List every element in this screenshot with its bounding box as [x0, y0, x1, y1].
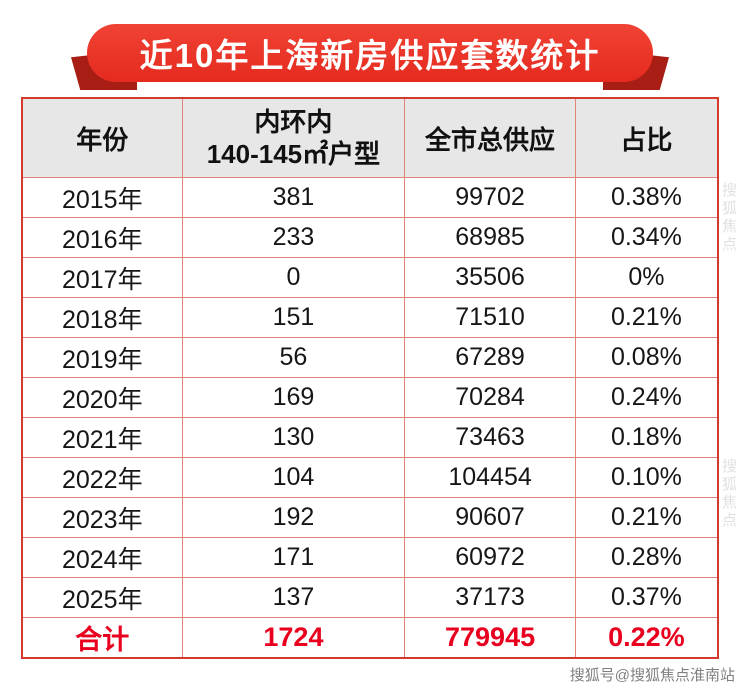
cell-share: 0.24% [574, 377, 719, 418]
cell-share: 0.18% [574, 417, 719, 458]
side-watermark: 搜狐焦点 [720, 458, 737, 530]
supply-table: 年份 内环内 140-145㎡户型 全市总供应 占比 2015年 381 997… [21, 97, 719, 659]
cell-total: 60972 [404, 537, 576, 578]
col-header-inner-ring: 内环内 140-145㎡户型 [181, 97, 406, 178]
cell-total: 68985 [404, 217, 576, 258]
cell-year: 2019年 [21, 337, 183, 378]
cell-share: 0.21% [574, 297, 719, 338]
cell-total: 67289 [404, 337, 576, 378]
cell-share: 0% [574, 257, 719, 298]
cell-inner: 233 [181, 217, 406, 258]
cell-inner: 137 [181, 577, 406, 618]
cell-share: 0.34% [574, 217, 719, 258]
header-row: 年份 内环内 140-145㎡户型 全市总供应 占比 [21, 97, 719, 178]
table-row: 2022年 104 104454 0.10% [21, 457, 719, 498]
cell-total: 90607 [404, 497, 576, 538]
title-banner: 近10年上海新房供应套数统计 [71, 24, 669, 90]
cell-inner: 104 [181, 457, 406, 498]
cell-inner: 171 [181, 537, 406, 578]
table-row: 2023年 192 90607 0.21% [21, 497, 719, 538]
col-header-share: 占比 [574, 97, 719, 178]
cell-year: 2017年 [21, 257, 183, 298]
cell-inner: 169 [181, 377, 406, 418]
cell-total: 70284 [404, 377, 576, 418]
cell-year: 2025年 [21, 577, 183, 618]
table-row: 2016年 233 68985 0.34% [21, 217, 719, 258]
cell-year: 2016年 [21, 217, 183, 258]
col-header-inner-line1: 内环内 [254, 106, 333, 137]
cell-total: 37173 [404, 577, 576, 618]
cell-inner: 192 [181, 497, 406, 538]
cell-total-inner: 1724 [181, 617, 406, 659]
cell-total: 71510 [404, 297, 576, 338]
cell-inner: 151 [181, 297, 406, 338]
cell-year: 2020年 [21, 377, 183, 418]
table-row: 2017年 0 35506 0% [21, 257, 719, 298]
cell-total-label: 合计 [21, 617, 183, 659]
cell-total: 35506 [404, 257, 576, 298]
cell-share: 0.28% [574, 537, 719, 578]
table-container: 年份 内环内 140-145㎡户型 全市总供应 占比 2015年 381 997… [21, 97, 719, 659]
table-row: 2021年 130 73463 0.18% [21, 417, 719, 458]
cell-share: 0.37% [574, 577, 719, 618]
cell-total: 73463 [404, 417, 576, 458]
cell-year: 2015年 [21, 177, 183, 218]
table-row: 2025年 137 37173 0.37% [21, 577, 719, 618]
cell-inner: 130 [181, 417, 406, 458]
table-row: 2020年 169 70284 0.24% [21, 377, 719, 418]
cell-year: 2022年 [21, 457, 183, 498]
table-row: 2015年 381 99702 0.38% [21, 177, 719, 218]
table-row: 2019年 56 67289 0.08% [21, 337, 719, 378]
cell-share: 0.08% [574, 337, 719, 378]
col-header-city-total: 全市总供应 [404, 97, 576, 178]
side-watermark: 搜狐焦点 [720, 182, 737, 254]
cell-total: 99702 [404, 177, 576, 218]
cell-share: 0.21% [574, 497, 719, 538]
cell-year: 2018年 [21, 297, 183, 338]
page-title: 近10年上海新房供应套数统计 [87, 24, 653, 82]
cell-total-share: 0.22% [574, 617, 719, 659]
table-row: 2024年 171 60972 0.28% [21, 537, 719, 578]
bottom-watermark: 搜狐号@搜狐焦点淮南站 [569, 667, 735, 684]
cell-inner: 381 [181, 177, 406, 218]
cell-share: 0.10% [574, 457, 719, 498]
cell-total-city: 779945 [404, 617, 576, 659]
table-total-row: 合计 1724 779945 0.22% [21, 617, 719, 659]
col-header-year: 年份 [21, 97, 183, 178]
cell-share: 0.38% [574, 177, 719, 218]
cell-total: 104454 [404, 457, 576, 498]
col-header-inner-line2: 140-145㎡户型 [206, 139, 381, 169]
cell-inner: 56 [181, 337, 406, 378]
cell-year: 2023年 [21, 497, 183, 538]
cell-year: 2021年 [21, 417, 183, 458]
cell-inner: 0 [181, 257, 406, 298]
table-row: 2018年 151 71510 0.21% [21, 297, 719, 338]
cell-year: 2024年 [21, 537, 183, 578]
